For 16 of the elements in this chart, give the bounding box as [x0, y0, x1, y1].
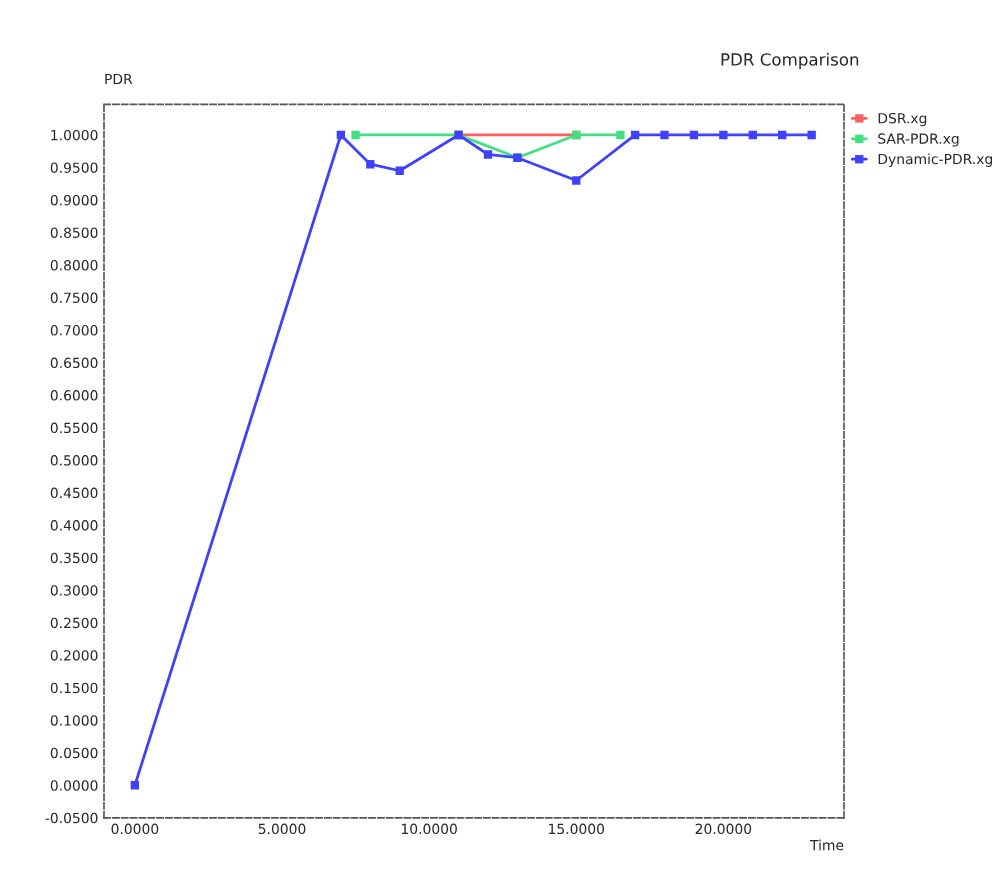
point	[572, 176, 581, 185]
point	[748, 130, 757, 140]
point	[395, 166, 404, 175]
point	[483, 150, 493, 159]
point	[719, 130, 728, 140]
point	[616, 130, 625, 140]
point	[778, 130, 787, 140]
point	[130, 781, 140, 790]
point	[336, 130, 346, 140]
point	[351, 130, 360, 140]
point	[807, 130, 816, 140]
point	[689, 130, 699, 140]
point	[630, 130, 640, 140]
chart-title: PDR Comparison	[721, 52, 859, 69]
point	[366, 160, 375, 169]
point	[660, 130, 669, 140]
